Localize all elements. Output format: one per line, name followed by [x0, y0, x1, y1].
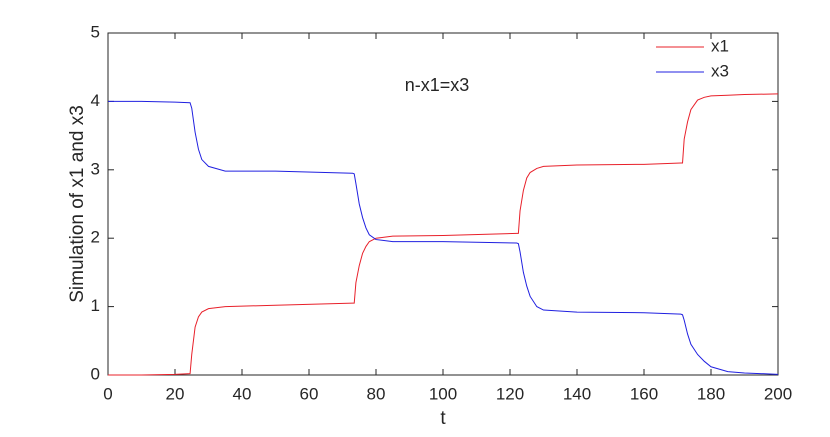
- x-tick-label: 200: [764, 384, 792, 403]
- series-line: [108, 100, 779, 375]
- x-tick-label: 0: [103, 384, 112, 403]
- legend-label: x1: [711, 36, 729, 55]
- x-tick-label: 80: [367, 384, 386, 403]
- y-tick-label: 2: [91, 228, 100, 247]
- y-tick-label: 4: [91, 91, 100, 110]
- y-axis-label: Simulation of x1 and x3: [67, 105, 88, 303]
- x-tick-label: 180: [697, 384, 725, 403]
- x-tick-label: 40: [233, 384, 252, 403]
- annotation: n-x1=x3: [405, 75, 470, 95]
- x-tick-label: 120: [496, 384, 524, 403]
- y-tick-label: 5: [91, 22, 100, 41]
- x-tick-label: 160: [630, 384, 658, 403]
- y-tick-label: 1: [91, 296, 100, 315]
- x-axis-label: t: [440, 408, 446, 429]
- x-tick-label: 100: [429, 384, 457, 403]
- series-line: [108, 93, 779, 376]
- x-tick-label: 60: [300, 384, 319, 403]
- x-tick-label: 140: [563, 384, 591, 403]
- y-tick-label: 0: [91, 364, 100, 383]
- y-tick-label: 3: [91, 159, 100, 178]
- x-tick-label: 20: [166, 384, 185, 403]
- legend-label: x3: [711, 61, 729, 80]
